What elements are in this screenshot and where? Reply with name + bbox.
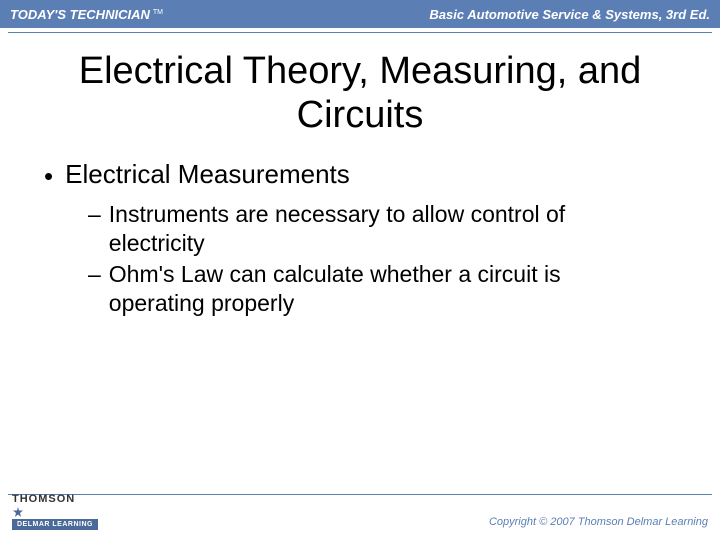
footer-separator: [8, 494, 712, 495]
sub-bullet-text: Ohm's Law can calculate whether a circui…: [109, 260, 649, 318]
thomson-label: THOMSON: [12, 493, 75, 505]
bullet-level-1: • Electrical Measurements: [40, 159, 680, 190]
bullet-dash-icon: –: [88, 200, 101, 229]
publisher-logo: THOMSON DELMAR LEARNING: [12, 493, 98, 530]
header-brand: TODAY'S TECHNICIAN TM: [10, 7, 163, 22]
sub-bullet-text: Instruments are necessary to allow contr…: [109, 200, 649, 258]
trademark: TM: [153, 9, 163, 16]
copyright-text: Copyright © 2007 Thomson Delmar Learning: [489, 516, 708, 528]
bullet-dash-icon: –: [88, 260, 101, 289]
bullet-level-2: – Ohm's Law can calculate whether a circ…: [88, 260, 680, 318]
bullet-dot-icon: •: [44, 163, 53, 189]
bullet-main-text: Electrical Measurements: [65, 159, 350, 190]
header-separator: [8, 32, 712, 33]
star-icon: [12, 506, 24, 518]
slide-title: Electrical Theory, Measuring, and Circui…: [40, 50, 680, 137]
header-bar: TODAY'S TECHNICIAN TM Basic Automotive S…: [0, 0, 720, 28]
bullet-level-2: – Instruments are necessary to allow con…: [88, 200, 680, 258]
delmar-label: DELMAR LEARNING: [12, 519, 98, 530]
brand-text: TODAY'S TECHNICIAN: [10, 7, 150, 22]
slide-content: Electrical Theory, Measuring, and Circui…: [0, 28, 720, 317]
header-book-title: Basic Automotive Service & Systems, 3rd …: [429, 7, 710, 22]
